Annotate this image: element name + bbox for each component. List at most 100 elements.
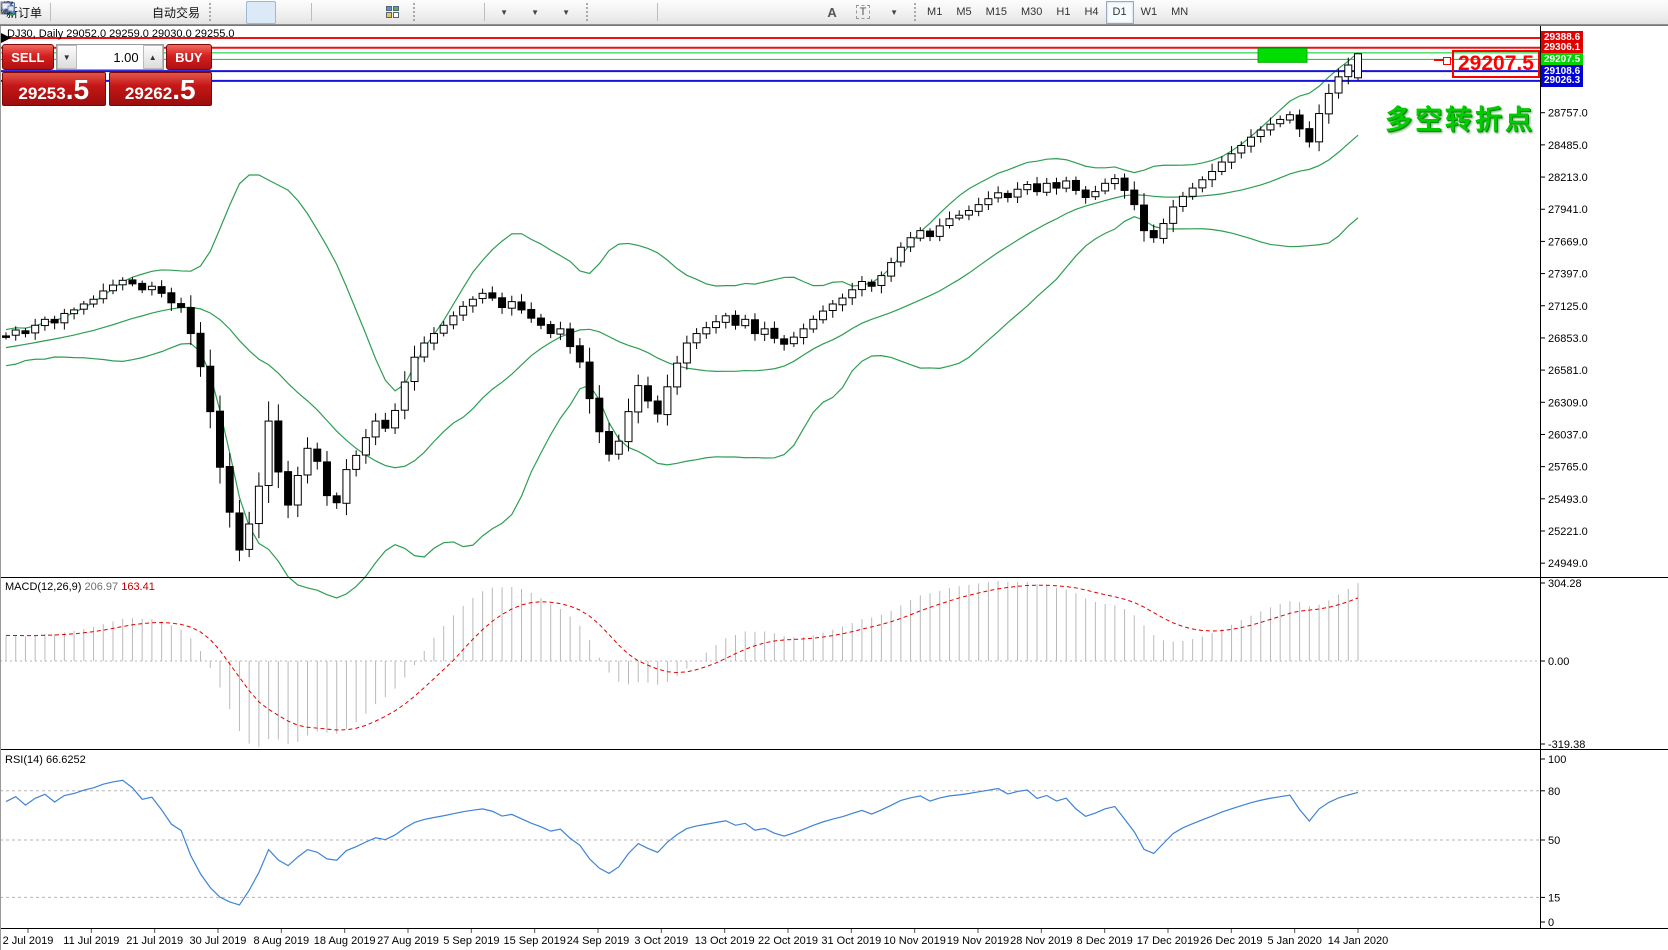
timeframe-D1[interactable]: D1 — [1105, 0, 1134, 24]
svg-text:11 Jul 2019: 11 Jul 2019 — [63, 935, 119, 947]
dropdown-caret[interactable]: ▼ — [500, 7, 508, 17]
svg-text:3 Oct 2019: 3 Oct 2019 — [634, 935, 688, 947]
timeframe-H1[interactable]: H1 — [1056, 6, 1071, 18]
dropdown-caret[interactable]: ▼ — [531, 7, 539, 17]
timeframe-M5[interactable]: M5 — [956, 6, 972, 18]
timeframe-M30[interactable]: M30 — [1021, 6, 1043, 18]
new-order-label: 新订单 — [6, 5, 43, 20]
navigator-button[interactable] — [1, 1, 147, 24]
zoom-out-button[interactable] — [1, 1, 377, 24]
volume-decrease-button[interactable]: ▼ — [56, 45, 77, 69]
text-tool-icon: A — [827, 4, 837, 20]
macd-histogram — [5, 581, 1359, 747]
svg-text:15: 15 — [1548, 892, 1560, 904]
svg-text:5 Jan 2020: 5 Jan 2020 — [1267, 935, 1321, 947]
svg-text:50: 50 — [1548, 835, 1560, 847]
text-label-button[interactable]: T — [848, 1, 878, 24]
chinese-annotation[interactable]: 多空转折点 — [1385, 105, 1535, 135]
data-window-button[interactable] — [1, 1, 116, 24]
svg-text:10 Nov 2019: 10 Nov 2019 — [883, 935, 945, 947]
buy-price[interactable]: 29262.5 — [108, 72, 212, 106]
svg-text:26037.0: 26037.0 — [1548, 429, 1588, 441]
crosshair-button[interactable] — [2, 1, 653, 24]
svg-text:80: 80 — [1548, 786, 1560, 798]
svg-text:27397.0: 27397.0 — [1548, 269, 1588, 281]
vertical-line-button[interactable] — [7, 1, 692, 24]
buy-button[interactable]: BUY — [165, 44, 212, 70]
svg-text:30 Jul 2019: 30 Jul 2019 — [190, 935, 247, 947]
market-watch-button[interactable] — [1, 1, 85, 24]
volume-spinner: ▼ ▲ — [55, 44, 164, 70]
line-marker — [1, 32, 11, 43]
drag-handle[interactable] — [584, 3, 590, 21]
autotrading-label: 自动交易 — [152, 5, 201, 20]
svg-text:24949.0: 24949.0 — [1548, 558, 1588, 570]
line-chart-button[interactable] — [1, 1, 307, 24]
candlestick-chart-button[interactable] — [1, 0, 277, 24]
svg-text:25493.0: 25493.0 — [1548, 494, 1588, 506]
price-badge: 29026.3 — [1541, 74, 1584, 88]
zoom-in-button[interactable] — [1, 1, 346, 24]
arrows-tool-button[interactable]: ▼ — [2, 1, 909, 24]
svg-text:5 Sep 2019: 5 Sep 2019 — [443, 935, 499, 947]
callout-anchor[interactable] — [1434, 57, 1451, 65]
svg-text:2 Jul 2019: 2 Jul 2019 — [3, 935, 54, 947]
rsi-line — [5, 779, 1359, 906]
svg-text:26309.0: 26309.0 — [1548, 397, 1588, 409]
auto-scroll-button[interactable] — [1, 1, 449, 24]
svg-text:18 Aug 2019: 18 Aug 2019 — [314, 935, 376, 947]
text-tool-button[interactable]: A — [817, 1, 847, 24]
chat-icon[interactable] — [0, 0, 16, 16]
price-badge: 29306.1 — [1541, 41, 1584, 55]
separator — [50, 3, 52, 21]
svg-text:0: 0 — [1548, 917, 1554, 929]
macd-label: MACD(12,26,9) 206.97 163.41 — [5, 581, 155, 593]
drag-handle[interactable] — [912, 3, 918, 21]
svg-text:27941.0: 27941.0 — [1548, 204, 1588, 216]
svg-text:22 Oct 2019: 22 Oct 2019 — [758, 935, 818, 947]
volume-input[interactable] — [76, 45, 143, 69]
price-axis: 28757.0 28485.0 28213.0 27941.0 27669.0 27397… — [1540, 108, 1588, 929]
svg-text:25765.0: 25765.0 — [1548, 462, 1588, 474]
timeframe-M15[interactable]: M15 — [985, 6, 1007, 18]
bar-chart-button[interactable] — [1, 1, 245, 24]
timeframe-H4[interactable]: H4 — [1084, 6, 1099, 18]
templates-button[interactable]: ▼ — [1, 1, 581, 24]
indicators-button[interactable]: ▼ — [0, 1, 519, 24]
volume-increase-button[interactable]: ▲ — [142, 45, 163, 69]
periods-button[interactable]: ▼ — [1, 1, 550, 24]
svg-text:19 Nov 2019: 19 Nov 2019 — [947, 935, 1009, 947]
autotrading-button[interactable]: 自动交易 — [1, 1, 204, 24]
svg-text:304.28: 304.28 — [1548, 578, 1582, 590]
horizontal-level-lines[interactable] — [0, 36, 1540, 82]
tile-windows-button[interactable] — [378, 1, 408, 24]
svg-text:31 Oct 2019: 31 Oct 2019 — [821, 935, 881, 947]
chart-title: DJ30, Daily 29052.0 29259.0 29030.0 2925… — [7, 28, 235, 40]
horizontal-line-button[interactable] — [1, 1, 723, 24]
highlight-rectangle[interactable] — [1257, 47, 1308, 63]
tile-windows-icon — [386, 5, 400, 19]
date-axis: 2 Jul 2019 11 Jul 2019 21 Jul 2019 30 Jul 2… — [3, 929, 1388, 947]
text-label-icon: T — [855, 5, 871, 19]
svg-text:27125.0: 27125.0 — [1548, 301, 1588, 313]
price-callout-text[interactable]: 29207.5 — [1452, 50, 1540, 78]
drag-handle[interactable] — [411, 3, 417, 21]
timeframe-MN[interactable]: MN — [1171, 6, 1189, 18]
cursor-button[interactable] — [4, 1, 622, 24]
timeframe-W1[interactable]: W1 — [1140, 6, 1158, 18]
sell-button[interactable]: SELL — [2, 44, 54, 70]
drag-handle[interactable] — [207, 3, 213, 21]
dropdown-caret[interactable]: ▼ — [890, 7, 898, 17]
sell-price[interactable]: 29253.5 — [2, 72, 106, 106]
chart-shift-button[interactable] — [1, 1, 480, 24]
timeframe-M1[interactable]: M1 — [927, 6, 943, 18]
svg-text:27669.0: 27669.0 — [1548, 236, 1588, 248]
svg-text:17 Dec 2019: 17 Dec 2019 — [1137, 935, 1199, 947]
price-badge: 29388.6 — [1541, 31, 1584, 45]
dropdown-caret[interactable]: ▼ — [562, 7, 570, 17]
fibonacci-button[interactable]: F — [1, 1, 816, 24]
channel-button[interactable]: E — [0, 1, 785, 24]
trendline-button[interactable] — [1, 1, 754, 24]
timeframe-bar: M1 M5 M15 M30 H1 H4 D1 W1 MN — [920, 0, 1195, 24]
